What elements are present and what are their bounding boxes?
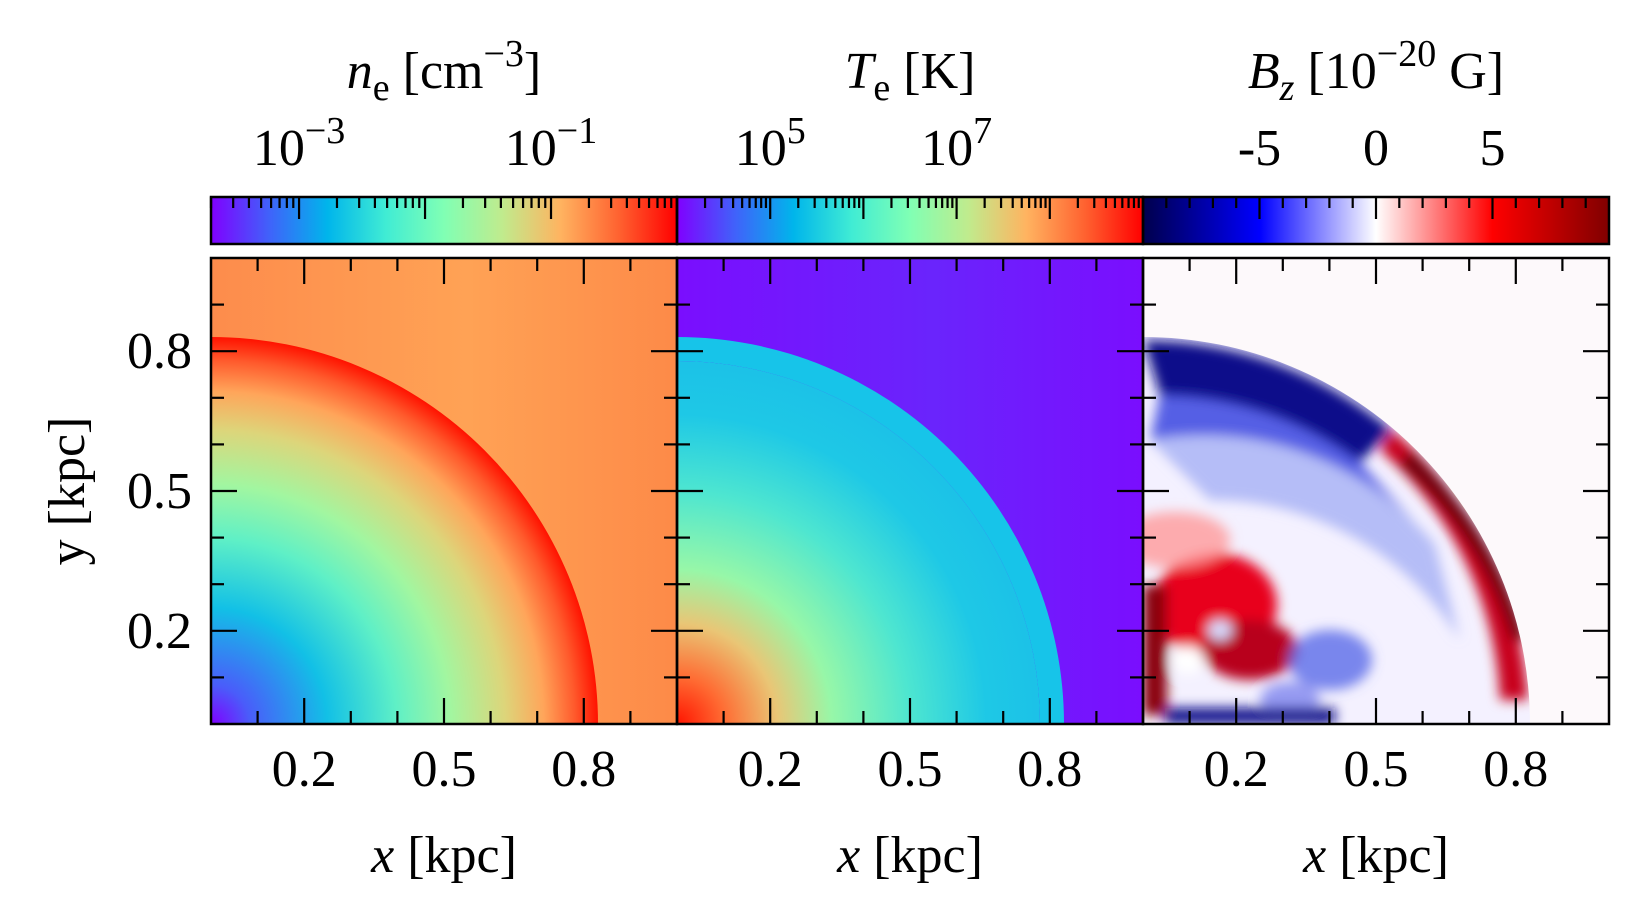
y-tick-label: 0.8 [127,323,192,380]
bz-white-hole [1172,646,1204,674]
ne-colorbar [211,197,677,244]
colorbar-tick-label: 107 [921,110,992,177]
bz-red-blob [1143,512,1230,568]
bz-red-strip [1143,585,1167,715]
x-axis-label: x [kpc] [370,827,517,884]
y-tick-label: 0.2 [127,603,192,660]
x-tick-label: 0.2 [272,741,337,798]
x-tick-label: 0.5 [878,741,943,798]
bz-colorbar-frame [1141,195,1611,246]
bz-red-outer-band [1380,430,1528,700]
bz-blue-blob [1288,630,1372,690]
colorbar-tick-label: 105 [735,110,806,177]
panel-te [677,258,1143,724]
bz-dark-red-edge [1400,450,1526,640]
ne-colorbar-label: ne [cm−3] [347,33,541,109]
bz-blue-band [1150,395,1435,545]
te-shell-region [677,361,1040,724]
bz-blue-strip [1165,708,1335,724]
colorbar-tick-label: 5 [1480,120,1506,177]
y-tick-label: 0.5 [127,463,192,520]
bz-colorbar-label: Bz [10−20 G] [1248,33,1504,109]
y-axis-label: y [kpc] [39,417,96,566]
x-tick-label: 0.2 [1204,741,1269,798]
x-axis-label: x [kpc] [1302,827,1449,884]
ne-shell-region [211,337,598,724]
bz-light-blue-band [1150,435,1460,640]
panel-bz [1143,258,1609,724]
colorbar-tick-label: 10−3 [253,110,345,177]
x-tick-label: 0.8 [551,741,616,798]
te-colorbar-label: Te [K] [845,43,976,109]
panel-ne [211,258,677,724]
colorbar-tick-label: 10−1 [505,110,597,177]
bz-light-blob [1208,620,1232,640]
x-tick-label: 0.8 [1483,741,1548,798]
x-tick-label: 0.2 [738,741,803,798]
frames [209,195,1611,726]
te-colorbar [677,197,1143,244]
x-tick-label: 0.5 [412,741,477,798]
bz-blue-outer-band [1143,339,1392,462]
axes-layer: 0.2 0.5 0.8 x [kpc] 0.2 0.5 0.8 0.2 0.5 0.8 x [kpc… [127,110,1609,884]
te-shell-rim [677,337,1064,724]
x-tick-label: 0.5 [1344,741,1409,798]
colorbar-tick-label: -5 [1238,120,1281,177]
x-axis-label: x [kpc] [836,827,983,884]
x-tick-label: 0.8 [1017,741,1082,798]
colorbar-tick-label: 0 [1363,120,1389,177]
bz-panel-frame [1141,256,1611,726]
